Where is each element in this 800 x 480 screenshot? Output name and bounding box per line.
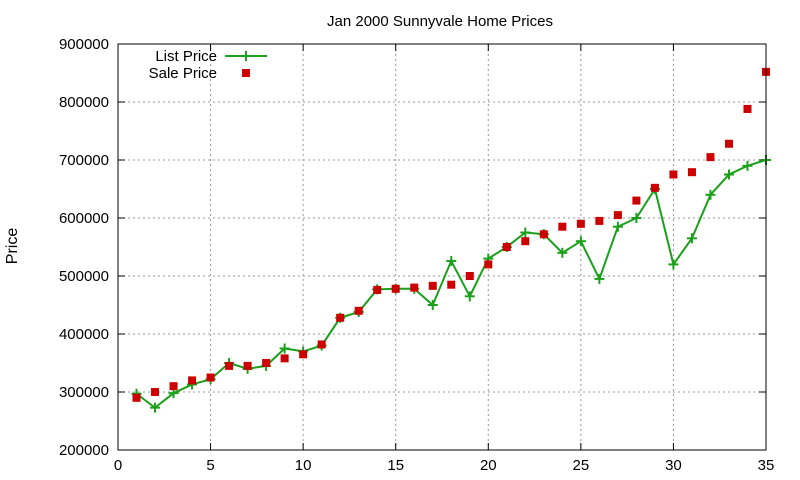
sale-price-point	[428, 281, 437, 290]
sale-price-point	[151, 388, 160, 396]
list-price-point	[427, 300, 438, 310]
y-axis-label: Price	[4, 228, 21, 265]
y-tick-label: 300000	[59, 384, 109, 401]
sale-price-point	[410, 283, 419, 292]
sale-price-point	[354, 306, 363, 315]
axis-ticks: 200000 300000 400000 500000 600000 700000 8000…	[59, 36, 774, 474]
x-tick-label: 5	[206, 457, 214, 474]
x-tick-label: 25	[573, 457, 590, 474]
sale-price-point	[484, 260, 493, 269]
sale-price-point	[391, 284, 400, 293]
sale-price-point	[743, 104, 752, 113]
grid	[118, 44, 766, 450]
sale-price-point	[169, 382, 178, 391]
sale-price-point	[539, 230, 548, 239]
x-tick-label: 10	[295, 457, 312, 474]
y-tick-label: 900000	[59, 36, 109, 53]
sale-price-point	[465, 272, 474, 280]
list-price-point	[742, 160, 753, 171]
legend-plus-marker	[241, 51, 251, 61]
list-price-point	[686, 233, 697, 244]
list-price-point	[723, 169, 734, 180]
x-tick-label: 20	[480, 457, 497, 474]
sale-price-point	[576, 219, 585, 228]
sale-price-point	[632, 196, 641, 205]
sale-price-point	[521, 237, 530, 246]
sale-price-point	[262, 359, 271, 367]
plot-border	[117, 43, 767, 451]
sale-price-point	[706, 153, 715, 162]
y-tick-label: 200000	[59, 442, 109, 459]
list-price-point	[705, 189, 716, 200]
y-tick-label: 700000	[59, 152, 109, 169]
sale-price-point	[669, 170, 678, 179]
list-price-point	[150, 402, 161, 413]
sale-price-point	[595, 216, 604, 225]
sale-price-point	[317, 340, 326, 349]
x-tick-label: 0	[114, 457, 122, 474]
legend-label: Sale Price	[149, 65, 217, 82]
sale-price-point	[188, 376, 197, 385]
y-tick-label: 600000	[59, 210, 109, 227]
list-price-point	[446, 255, 457, 266]
sale-price-point	[132, 393, 141, 402]
y-tick-label: 400000	[59, 326, 109, 343]
sale-price-point	[280, 354, 289, 363]
sale-price-point	[447, 280, 456, 289]
sale-price-point	[502, 243, 511, 251]
legend-label: List Price	[155, 48, 217, 65]
list-price-point	[279, 343, 290, 354]
list-price-point	[520, 227, 531, 238]
list-price-point	[575, 236, 586, 247]
list-price-point	[668, 259, 679, 270]
sale-price-point	[299, 350, 308, 359]
plot-series	[131, 67, 771, 413]
list-price-point	[594, 273, 605, 284]
sale-price-point	[373, 285, 382, 294]
legend-square-marker	[242, 69, 250, 77]
list-price-point	[557, 247, 568, 258]
sale-price-point	[613, 211, 622, 220]
list-price-point	[612, 221, 623, 232]
sale-price-point	[687, 168, 696, 177]
y-tick-label: 800000	[59, 94, 109, 111]
sale-price-point	[558, 222, 567, 231]
x-tick-label: 30	[665, 457, 682, 474]
x-tick-label: 35	[758, 457, 775, 474]
sale-price-point	[225, 361, 234, 370]
chart-title: Jan 2000 Sunnyvale Home Prices	[327, 13, 553, 30]
sale-price-point	[206, 373, 215, 382]
sale-price-point	[243, 361, 252, 370]
sale-price-point	[724, 139, 733, 148]
sale-price-point	[336, 313, 345, 322]
sale-price-point	[650, 183, 659, 192]
y-tick-label: 500000	[59, 268, 109, 285]
list-price-point	[631, 213, 642, 223]
x-tick-label: 15	[387, 457, 404, 474]
list-price-point	[464, 291, 475, 302]
